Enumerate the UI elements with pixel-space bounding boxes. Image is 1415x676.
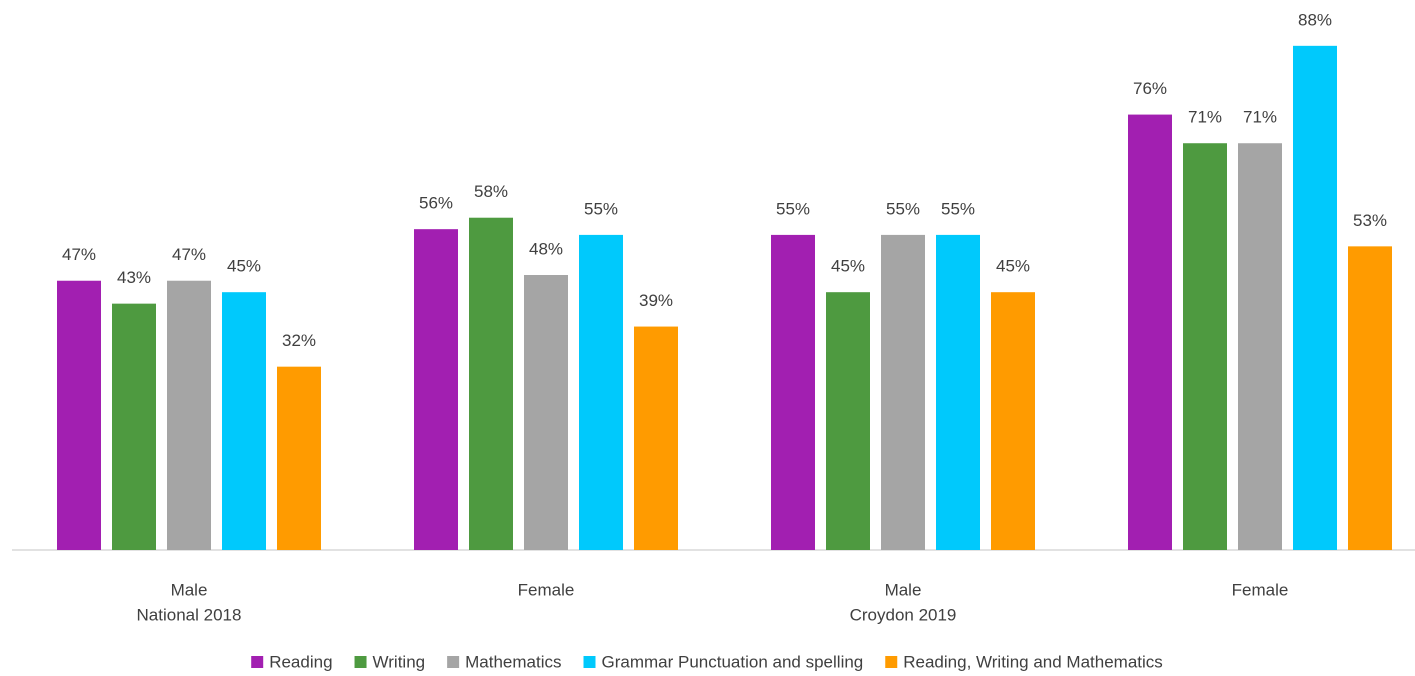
value-label: 45% bbox=[227, 257, 261, 276]
legend-swatch bbox=[251, 656, 264, 668]
group-label: National 2018 bbox=[137, 605, 242, 624]
value-label: 45% bbox=[996, 257, 1030, 276]
bar bbox=[991, 292, 1035, 550]
bar bbox=[469, 217, 513, 551]
value-label: 39% bbox=[639, 291, 673, 310]
value-label: 47% bbox=[172, 245, 206, 264]
legend-swatch bbox=[354, 656, 367, 668]
bar bbox=[1183, 143, 1227, 550]
bar bbox=[222, 292, 266, 550]
x-tick-label: Male bbox=[885, 580, 922, 599]
value-label: 71% bbox=[1243, 108, 1277, 127]
value-label: 53% bbox=[1353, 211, 1387, 230]
legend-swatch bbox=[583, 656, 596, 668]
value-label: 43% bbox=[117, 268, 151, 287]
bar bbox=[1128, 114, 1172, 550]
legend-label: Writing bbox=[373, 652, 426, 671]
bar bbox=[1293, 45, 1337, 550]
bar bbox=[579, 234, 623, 551]
value-label: 48% bbox=[529, 239, 563, 258]
value-label: 71% bbox=[1188, 108, 1222, 127]
value-label: 55% bbox=[941, 199, 975, 218]
bar bbox=[936, 234, 980, 551]
legend-swatch bbox=[885, 656, 898, 668]
value-label: 58% bbox=[474, 182, 508, 201]
value-label: 76% bbox=[1133, 79, 1167, 98]
legend-label: Grammar Punctuation and spelling bbox=[602, 652, 864, 671]
legend-label: Reading bbox=[269, 652, 332, 671]
bar bbox=[57, 280, 101, 550]
bar bbox=[1238, 143, 1282, 550]
bar bbox=[881, 234, 925, 551]
bar bbox=[634, 326, 678, 550]
group-label: Croydon 2019 bbox=[850, 605, 957, 624]
value-label: 55% bbox=[776, 199, 810, 218]
value-label: 45% bbox=[831, 257, 865, 276]
value-label: 32% bbox=[282, 331, 316, 350]
x-tick-label: Male bbox=[171, 580, 208, 599]
value-label: 88% bbox=[1298, 10, 1332, 29]
bar bbox=[524, 275, 568, 550]
bar bbox=[826, 292, 870, 550]
value-label: 47% bbox=[62, 245, 96, 264]
bar bbox=[1348, 246, 1392, 550]
x-tick-label: Female bbox=[518, 580, 575, 599]
bar bbox=[277, 366, 321, 550]
value-label: 55% bbox=[584, 199, 618, 218]
legend-label: Mathematics bbox=[465, 652, 561, 671]
legend-swatch bbox=[447, 656, 460, 668]
legend-label: Reading, Writing and Mathematics bbox=[903, 652, 1163, 671]
value-label: 56% bbox=[419, 194, 453, 213]
bar bbox=[167, 280, 211, 550]
bar bbox=[112, 303, 156, 550]
value-label: 55% bbox=[886, 199, 920, 218]
x-tick-label: Female bbox=[1232, 580, 1289, 599]
bar bbox=[771, 234, 815, 551]
bar bbox=[414, 229, 458, 550]
